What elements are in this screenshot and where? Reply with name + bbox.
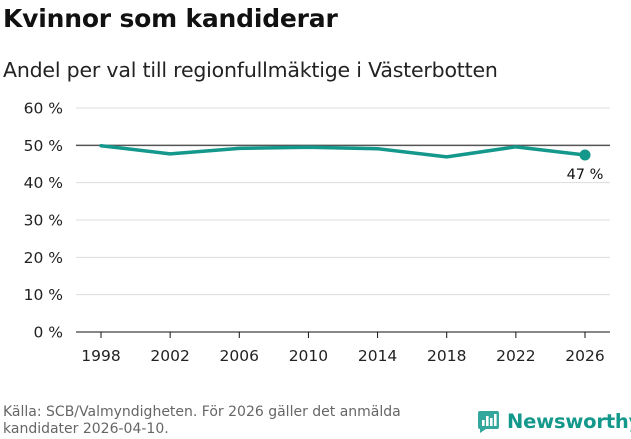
x-tick-label: 1998 — [81, 347, 120, 365]
x-tick-label: 2006 — [220, 347, 259, 365]
y-tick-label: 0 % — [33, 324, 63, 342]
end-value-label: 47 % — [567, 167, 604, 183]
x-tick-label: 2026 — [565, 347, 604, 365]
newsworthy-logo: Newsworthy — [476, 409, 631, 434]
y-tick-label: 30 % — [24, 212, 63, 230]
y-tick-label: 20 % — [24, 249, 63, 267]
x-tick-label: 2002 — [150, 347, 189, 365]
end-point-marker — [579, 149, 591, 161]
x-tick-label: 2010 — [289, 347, 328, 365]
series-line — [99, 143, 587, 159]
newsworthy-logo-text: Newsworthy — [507, 410, 631, 433]
newsworthy-logo-icon — [478, 411, 499, 433]
y-tick-label: 50 % — [24, 137, 63, 155]
source-note: Källa: SCB/Valmyndigheten. För 2026 gäll… — [3, 404, 401, 437]
x-tick-label: 2018 — [427, 347, 466, 365]
chart-title: Kvinnor som kandiderar — [3, 4, 338, 33]
y-tick-label: 60 % — [24, 100, 63, 118]
chart-subtitle: Andel per val till regionfullmäktige i V… — [3, 58, 498, 82]
x-tick-label: 2022 — [496, 347, 535, 365]
y-tick-label: 10 % — [24, 286, 63, 304]
x-tick-label: 2014 — [358, 347, 397, 365]
y-tick-label: 40 % — [24, 174, 63, 192]
